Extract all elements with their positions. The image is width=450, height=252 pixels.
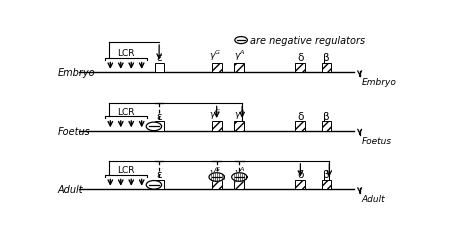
Text: ε: ε [156,111,162,121]
Bar [155,180,164,189]
Bar [322,122,331,131]
Bar [234,122,244,131]
Bar [212,64,221,73]
Text: β: β [323,111,330,121]
Text: $\gamma^A$: $\gamma^A$ [234,165,245,179]
Bar [234,64,244,73]
Text: Foetus: Foetus [361,136,392,145]
Bar [322,180,331,189]
Text: are negative regulators: are negative regulators [250,36,365,46]
Text: δ: δ [297,169,304,179]
Bar [296,64,305,73]
Bar [296,122,305,131]
Text: Adult: Adult [58,184,84,194]
Bar [322,64,331,73]
Bar [155,64,164,73]
Text: β: β [323,53,330,63]
Text: Embryo: Embryo [58,68,95,78]
Circle shape [235,37,248,44]
Text: $\gamma^A$: $\gamma^A$ [234,107,245,121]
Text: δ: δ [297,53,304,63]
Text: ε: ε [156,53,162,63]
Text: $\gamma^G$: $\gamma^G$ [209,107,221,121]
Bar [212,180,221,189]
Text: Embryo: Embryo [361,78,396,87]
Circle shape [146,181,162,189]
Bar [155,122,164,131]
Polygon shape [209,173,225,182]
Text: LCR: LCR [117,49,135,58]
Text: LCR: LCR [117,107,135,116]
Text: $\gamma^G$: $\gamma^G$ [209,48,221,63]
Text: $\gamma^A$: $\gamma^A$ [234,48,245,63]
Bar [234,180,244,189]
Text: $\gamma^G$: $\gamma^G$ [209,165,221,179]
Bar [212,122,221,131]
Text: Adult: Adult [361,194,385,203]
Text: ε: ε [156,169,162,179]
Polygon shape [232,173,247,182]
Circle shape [146,123,162,131]
Text: LCR: LCR [117,166,135,175]
Bar [296,180,305,189]
Text: β: β [323,169,330,179]
Text: δ: δ [297,111,304,121]
Text: Foetus: Foetus [58,126,91,136]
